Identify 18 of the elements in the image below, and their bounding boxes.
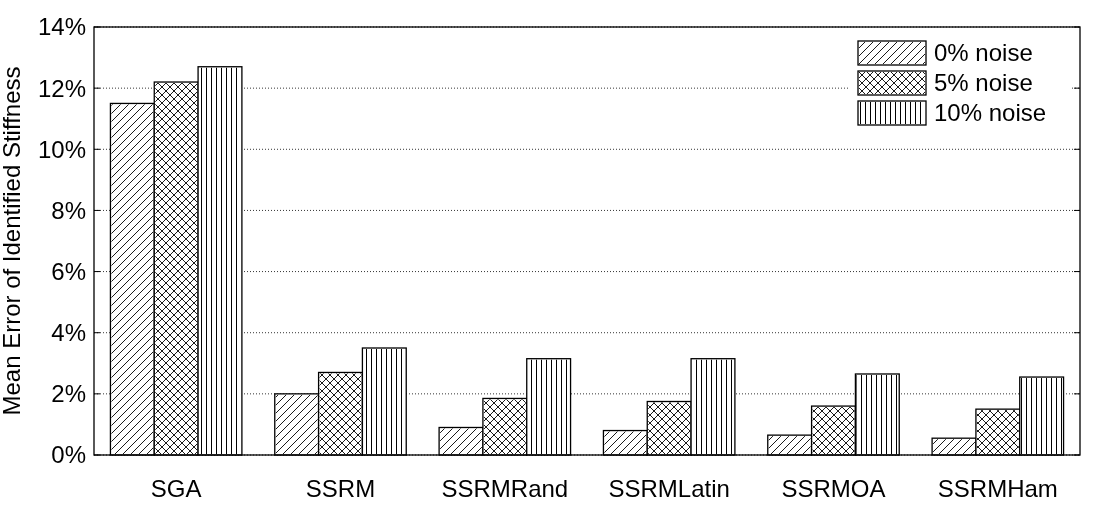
- legend-label: 5% noise: [934, 69, 1033, 97]
- x-tick-label: SSRMRand: [441, 475, 569, 502]
- x-tick-label: SSRMOA: [781, 475, 886, 502]
- y-tick-label: 6%: [51, 257, 86, 285]
- y-tick-label: 8%: [51, 196, 86, 224]
- y-tick-label: 10%: [37, 135, 86, 163]
- x-tick-label: SSRMLatin: [608, 475, 730, 502]
- legend-label: 0% noise: [934, 39, 1033, 67]
- x-tick-label: SSRM: [305, 475, 376, 502]
- y-axis-title: Mean Error of Identified Stiffness: [0, 66, 25, 416]
- x-tick-label: SGA: [150, 475, 202, 502]
- y-tick-label: 2%: [51, 380, 86, 408]
- x-tick-label: SSRMHam: [937, 475, 1058, 502]
- y-tick-label: 0%: [51, 441, 86, 469]
- legend-label: 10% noise: [934, 99, 1047, 127]
- y-tick-label: 4%: [51, 319, 86, 347]
- y-tick-label: 14%: [37, 13, 86, 41]
- y-tick-label: 12%: [37, 74, 86, 102]
